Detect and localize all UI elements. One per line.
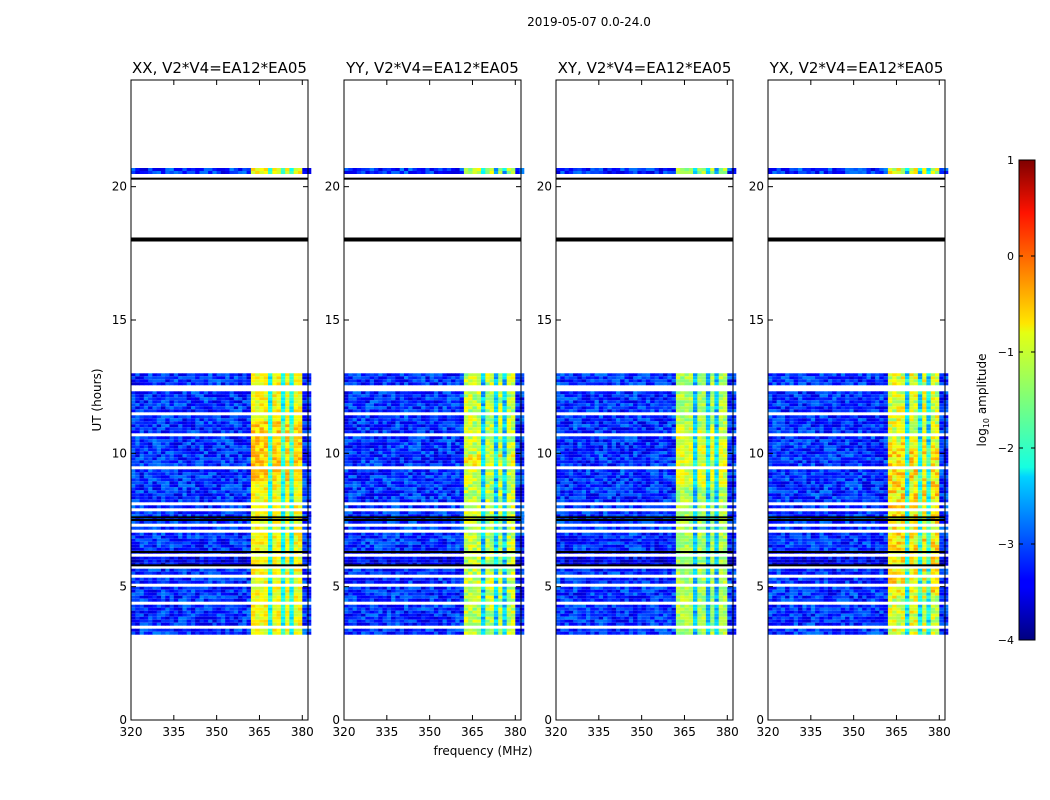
- y-tick-label: 5: [332, 580, 340, 594]
- y-tick-label: 0: [119, 713, 127, 727]
- flag-line: [131, 564, 308, 567]
- x-tick-label: 320: [333, 725, 356, 739]
- colorbar-tick-label: −2: [998, 442, 1014, 455]
- panel-3-frame: [555, 79, 734, 721]
- flag-line: [768, 237, 945, 242]
- colorbar-tick-label: −1: [998, 346, 1014, 359]
- panel-2-title: YY, V2*V4=EA12*EA05: [345, 59, 519, 77]
- flag-line: [556, 177, 733, 180]
- colorbar: −4 −3 −2 −1 0 1 log10 amplitude: [975, 154, 1036, 647]
- y-tick-label: 20: [112, 180, 127, 194]
- y-tick-label: 5: [756, 580, 764, 594]
- colorbar-tick-label: 1: [1007, 154, 1014, 167]
- x-tick-label: 335: [587, 725, 610, 739]
- y-tick-label: 10: [325, 446, 340, 460]
- flag-line: [768, 177, 945, 180]
- colorbar-gradient: [1018, 159, 1036, 641]
- colorbar-tick-label: −4: [998, 634, 1014, 647]
- flag-line: [344, 519, 521, 521]
- y-tick-label: 15: [112, 313, 127, 327]
- flag-line: [556, 516, 733, 519]
- y-tick-label: 20: [749, 180, 764, 194]
- x-tick-label: 350: [205, 725, 228, 739]
- y-tick-label: 0: [332, 713, 340, 727]
- y-tick-label: 20: [537, 180, 552, 194]
- y-tick-label: 0: [756, 713, 764, 727]
- panel-3: XY, V2*V4=EA12*EA05 320 335 350 365 380 0 5 10 15…: [537, 59, 739, 739]
- panel-2: YY, V2*V4=EA12*EA05 320 335 350 365 380 0 5 10 15…: [325, 59, 527, 739]
- x-tick-label: 365: [461, 725, 484, 739]
- x-tick-label: 320: [545, 725, 568, 739]
- flag-line: [556, 564, 733, 567]
- flag-line: [768, 564, 945, 567]
- panel-4: YX, V2*V4=EA12*EA05 320 335 350 365 380 0 5 10 15…: [749, 59, 951, 739]
- flag-line: [556, 237, 733, 242]
- x-tick-label: 380: [504, 725, 527, 739]
- flag-line: [344, 516, 521, 519]
- figure-suptitle: 2019-05-07 0.0-24.0: [527, 15, 651, 29]
- x-tick-label: 365: [885, 725, 908, 739]
- x-tick-label: 365: [673, 725, 696, 739]
- flag-line: [768, 519, 945, 521]
- y-tick-label: 20: [325, 180, 340, 194]
- flag-line: [344, 551, 521, 553]
- y-tick-label: 0: [544, 713, 552, 727]
- panel-4-image: [768, 168, 949, 635]
- panel-3-title: XY, V2*V4=EA12*EA05: [558, 59, 732, 77]
- panel-1: XX, V2*V4=EA12*EA05 320 335 350 365 380 0 5 10 15…: [112, 59, 314, 739]
- x-tick-label: 380: [716, 725, 739, 739]
- x-tick-label: 320: [757, 725, 780, 739]
- flag-line: [131, 519, 308, 521]
- colorbar-label: log10 amplitude: [975, 354, 991, 447]
- x-tick-label: 350: [418, 725, 441, 739]
- x-axis-label: frequency (MHz): [433, 744, 532, 758]
- x-tick-label: 380: [928, 725, 951, 739]
- panel-4-frame: [767, 79, 946, 721]
- x-tick-label: 350: [842, 725, 865, 739]
- x-tick-label: 335: [799, 725, 822, 739]
- y-tick-label: 15: [325, 313, 340, 327]
- panels: XX, V2*V4=EA12*EA05 320 335 350 365 380 0 5 10 15…: [112, 59, 951, 739]
- colorbar-tick-label: 0: [1007, 250, 1014, 263]
- flag-line: [768, 516, 945, 519]
- flag-line: [131, 551, 308, 553]
- flag-line: [344, 564, 521, 567]
- panel-2-frame: [343, 79, 522, 721]
- flag-line: [344, 177, 521, 180]
- flag-line: [556, 519, 733, 521]
- x-tick-label: 335: [162, 725, 185, 739]
- panel-1-title: XX, V2*V4=EA12*EA05: [132, 59, 307, 77]
- x-tick-label: 350: [630, 725, 653, 739]
- x-tick-label: 320: [120, 725, 143, 739]
- colorbar-tick-label: −3: [998, 538, 1014, 551]
- panel-3-image: [556, 168, 737, 635]
- y-axis-label: UT (hours): [90, 368, 104, 431]
- y-tick-label: 5: [544, 580, 552, 594]
- x-tick-label: 380: [291, 725, 314, 739]
- panel-4-title: YX, V2*V4=EA12*EA05: [769, 59, 944, 77]
- panel-1-frame: [130, 79, 309, 721]
- flag-line: [131, 516, 308, 519]
- y-tick-label: 10: [112, 446, 127, 460]
- flag-line: [556, 551, 733, 553]
- y-tick-label: 5: [119, 580, 127, 594]
- flag-line: [131, 177, 308, 180]
- flag-line: [131, 237, 308, 242]
- y-tick-label: 10: [749, 446, 764, 460]
- flag-line: [768, 551, 945, 553]
- x-tick-label: 365: [248, 725, 271, 739]
- y-tick-label: 15: [749, 313, 764, 327]
- y-tick-label: 10: [537, 446, 552, 460]
- x-tick-label: 335: [375, 725, 398, 739]
- y-tick-label: 15: [537, 313, 552, 327]
- flag-line: [344, 237, 521, 242]
